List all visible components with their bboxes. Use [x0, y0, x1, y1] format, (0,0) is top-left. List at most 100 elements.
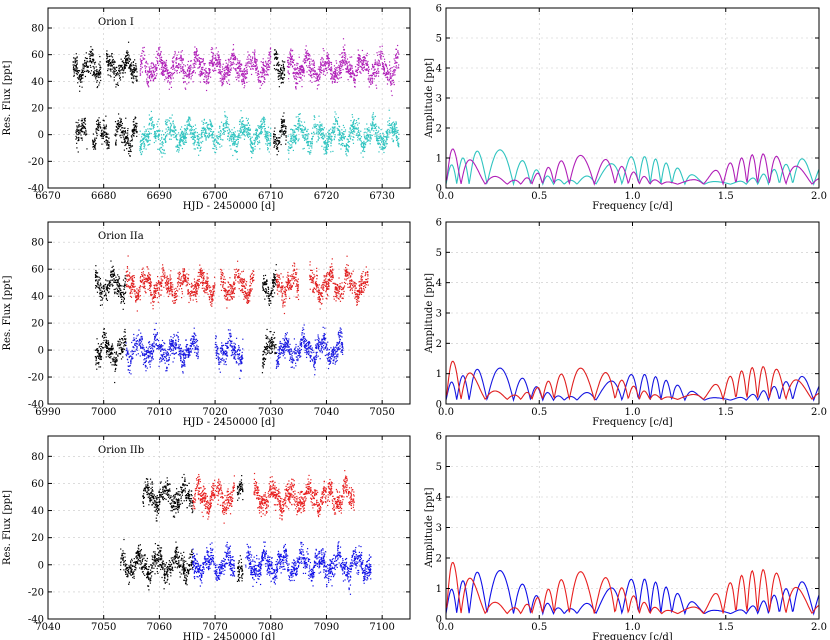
point	[74, 70, 77, 72]
point	[163, 149, 165, 151]
point	[121, 66, 123, 69]
point	[275, 141, 277, 143]
point	[260, 72, 262, 74]
point	[337, 129, 339, 131]
point	[176, 72, 178, 74]
point	[152, 63, 155, 66]
point	[296, 64, 298, 66]
point	[228, 69, 230, 71]
point	[141, 139, 143, 142]
point	[361, 49, 364, 52]
point	[142, 57, 144, 59]
point	[295, 134, 298, 136]
point	[223, 74, 225, 76]
point	[75, 131, 77, 134]
point	[95, 78, 97, 80]
point	[179, 57, 182, 59]
point	[309, 153, 311, 155]
point	[203, 129, 206, 131]
point	[316, 78, 318, 80]
point	[161, 65, 163, 67]
point	[75, 60, 78, 62]
point	[120, 136, 122, 139]
point	[176, 54, 178, 56]
point	[248, 54, 250, 56]
point	[245, 70, 247, 72]
point	[96, 128, 98, 131]
point	[340, 69, 342, 72]
point	[98, 63, 100, 65]
point	[205, 122, 208, 124]
point	[102, 137, 104, 139]
point	[343, 59, 345, 61]
point	[82, 63, 84, 65]
point	[284, 125, 286, 127]
point	[127, 140, 129, 143]
point	[136, 122, 138, 125]
point	[294, 69, 296, 71]
point	[212, 57, 214, 59]
point	[77, 129, 79, 131]
point	[279, 70, 281, 72]
point	[212, 65, 214, 67]
point	[345, 147, 348, 149]
point	[231, 52, 233, 55]
point	[106, 57, 108, 59]
point	[111, 56, 114, 58]
point	[115, 72, 117, 75]
point	[295, 68, 298, 70]
point	[373, 127, 375, 129]
point	[356, 124, 359, 126]
point	[149, 69, 151, 71]
point	[260, 132, 263, 135]
point	[315, 73, 317, 75]
point	[201, 120, 203, 122]
point	[261, 126, 263, 128]
point	[245, 124, 247, 126]
point	[243, 68, 245, 71]
point	[332, 132, 334, 134]
point	[246, 133, 248, 136]
point	[295, 86, 297, 88]
point	[291, 142, 293, 144]
point	[199, 73, 201, 75]
point	[218, 55, 220, 57]
point	[281, 77, 283, 79]
point	[343, 61, 345, 63]
point	[135, 64, 137, 67]
point	[319, 126, 321, 128]
point	[379, 146, 381, 148]
point	[269, 66, 271, 68]
point	[103, 120, 105, 122]
point	[181, 66, 183, 68]
point	[376, 134, 378, 136]
point	[148, 77, 151, 79]
point	[276, 68, 278, 70]
point	[296, 128, 298, 131]
point	[127, 140, 129, 142]
point	[192, 143, 194, 145]
point	[208, 133, 210, 135]
point	[254, 65, 256, 67]
point	[180, 56, 182, 58]
point	[105, 144, 108, 146]
point	[183, 133, 185, 135]
point	[228, 67, 230, 69]
point	[124, 64, 126, 66]
point	[235, 68, 237, 70]
point	[227, 71, 229, 73]
point	[153, 65, 155, 67]
point	[263, 70, 265, 72]
point	[287, 62, 290, 64]
point	[246, 134, 248, 136]
point	[80, 134, 82, 136]
point	[393, 133, 396, 135]
point	[383, 67, 385, 69]
point	[295, 137, 297, 139]
point	[246, 124, 249, 126]
point	[171, 60, 173, 62]
point	[363, 135, 366, 137]
point	[234, 141, 236, 143]
point	[278, 70, 281, 73]
point	[234, 134, 237, 136]
